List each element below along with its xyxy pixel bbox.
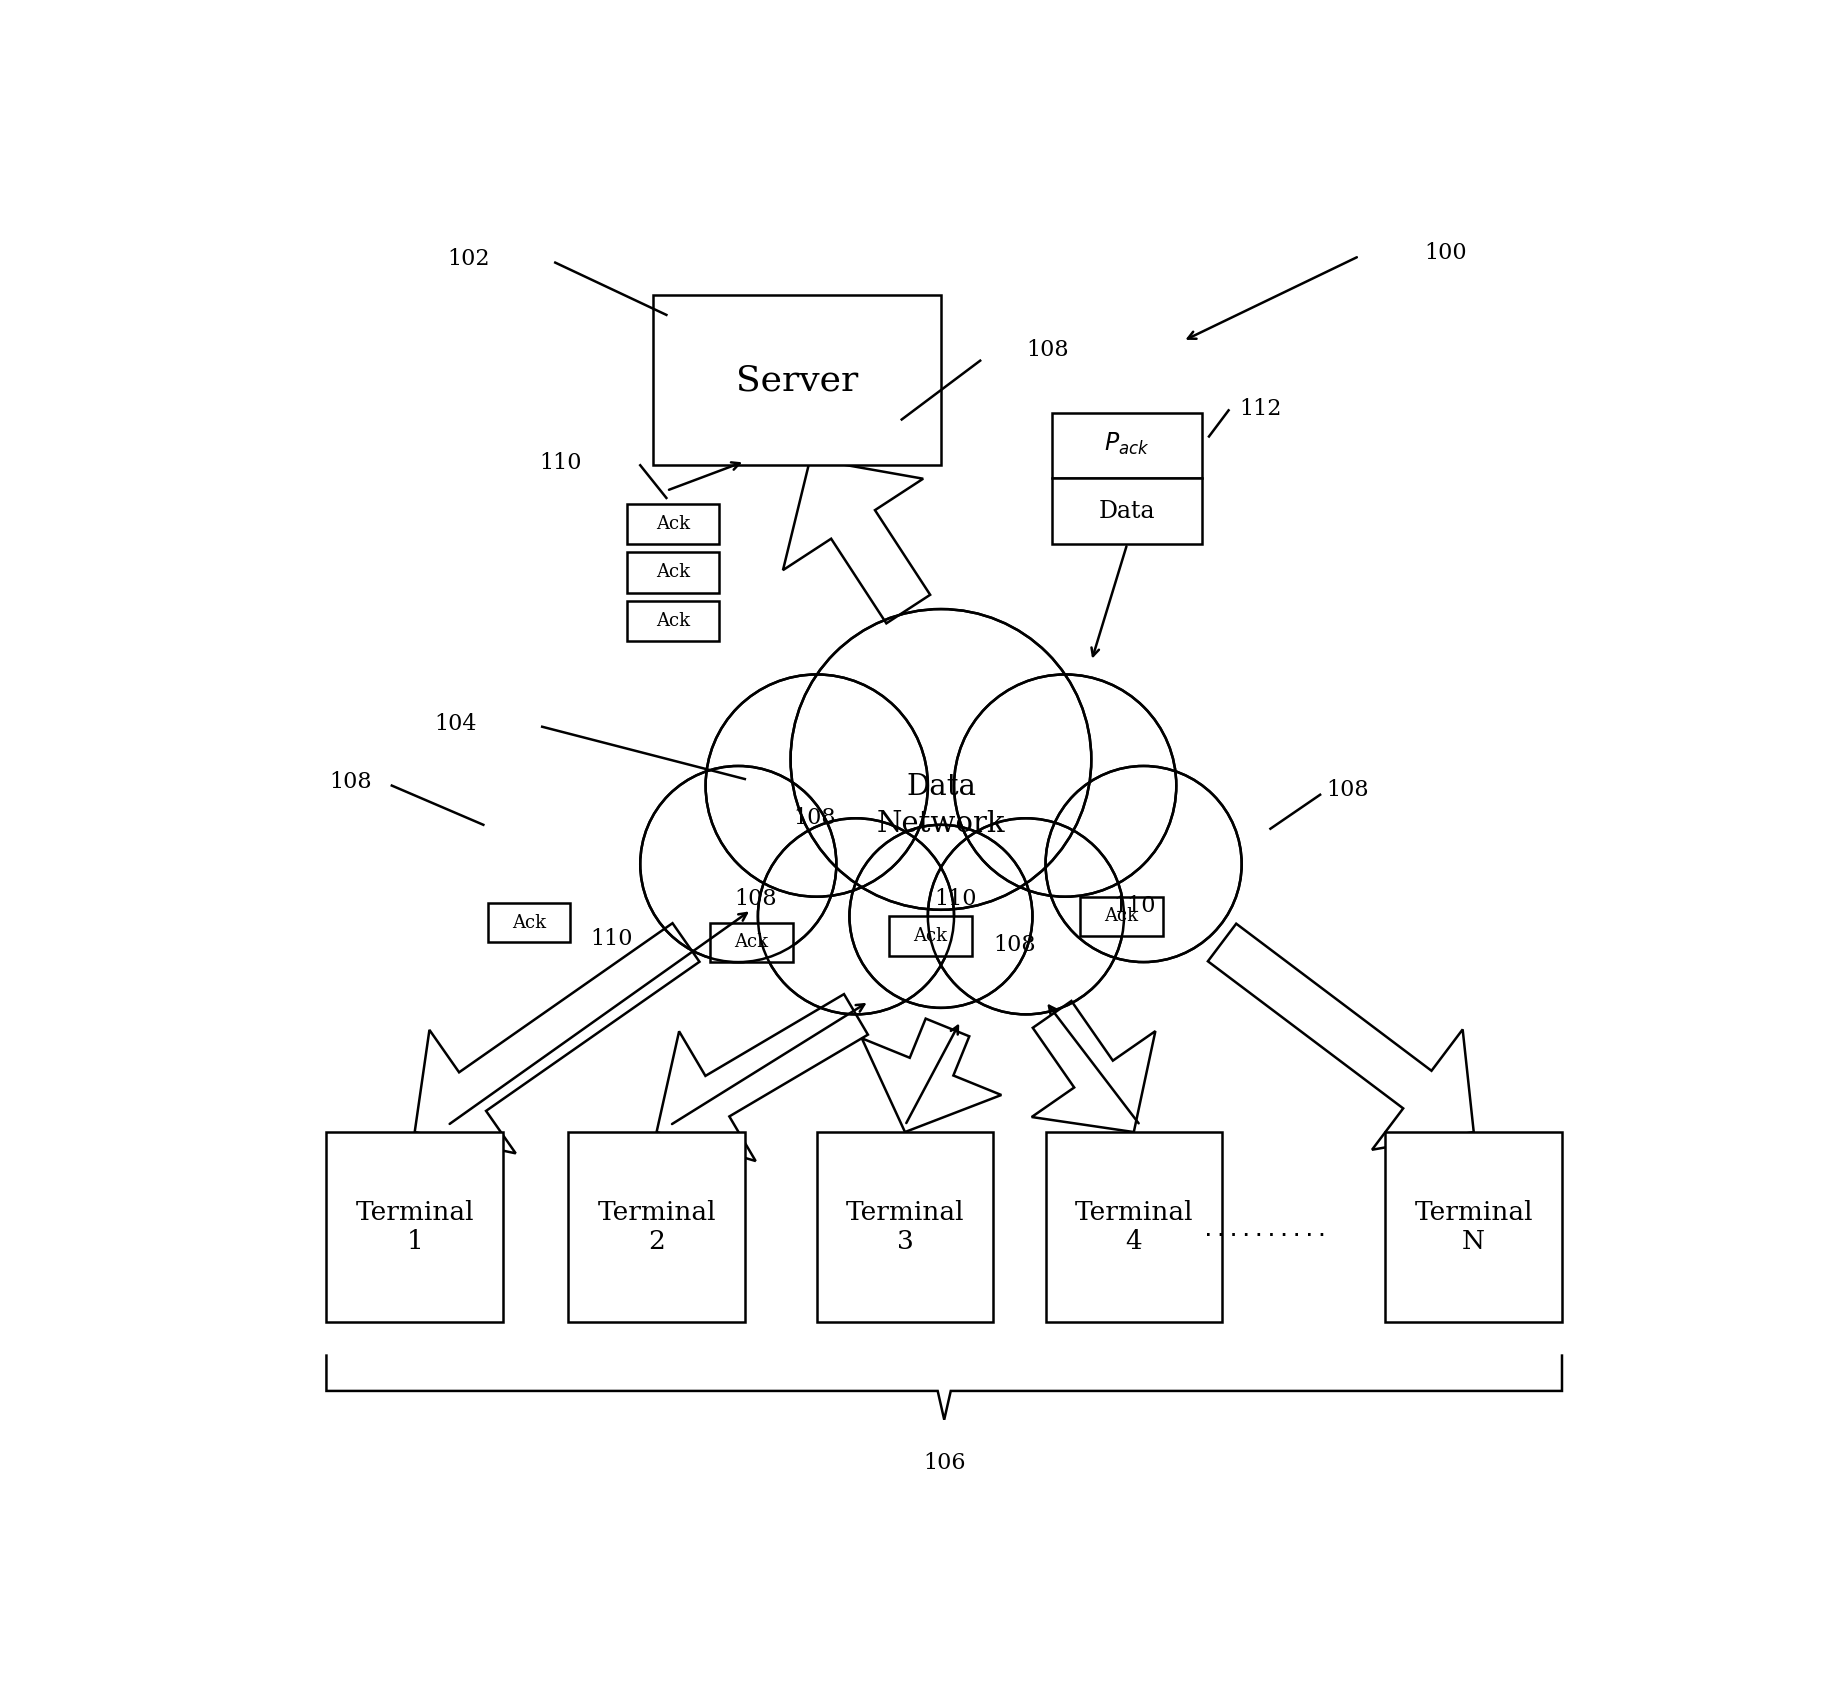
Bar [327, 1133, 503, 1321]
Text: ..........: .......... [1203, 1221, 1327, 1240]
Text: Ack: Ack [914, 927, 947, 946]
Text: Data: Data [1100, 499, 1155, 523]
Text: 104: 104 [435, 713, 477, 735]
Bar [889, 917, 971, 956]
Bar [628, 552, 718, 593]
Bar [711, 924, 793, 963]
Text: Terminal
4: Terminal 4 [1074, 1200, 1193, 1253]
Text: Ack: Ack [734, 934, 769, 951]
Text: 108: 108 [793, 807, 835, 829]
Text: Ack: Ack [655, 564, 690, 581]
Text: $\mathit{P}_{ack}$: $\mathit{P}_{ack}$ [1105, 431, 1149, 457]
Text: 108: 108 [1327, 778, 1370, 800]
Text: 110: 110 [935, 888, 977, 910]
Text: 108: 108 [1026, 340, 1069, 362]
Circle shape [850, 825, 1032, 1009]
Text: 112: 112 [1239, 397, 1282, 419]
Text: Data
Network: Data Network [876, 773, 1006, 837]
Text: Ack: Ack [1103, 907, 1138, 925]
Text: 106: 106 [924, 1452, 966, 1474]
Circle shape [1045, 766, 1241, 963]
Text: Ack: Ack [655, 611, 690, 630]
Text: Server: Server [736, 363, 857, 397]
Polygon shape [1208, 924, 1474, 1150]
Text: Terminal
N: Terminal N [1414, 1200, 1533, 1253]
Polygon shape [657, 993, 868, 1161]
Text: 108: 108 [993, 934, 1036, 956]
Bar [1386, 1133, 1562, 1321]
Circle shape [641, 766, 837, 963]
Text: Ack: Ack [512, 914, 545, 932]
Bar [569, 1133, 745, 1321]
Text: 110: 110 [591, 927, 633, 949]
Bar [628, 504, 718, 545]
Text: Terminal
2: Terminal 2 [597, 1200, 716, 1253]
Text: Terminal
1: Terminal 1 [356, 1200, 474, 1253]
Bar [654, 295, 942, 465]
Text: 110: 110 [1114, 895, 1157, 917]
Polygon shape [641, 610, 1241, 1014]
Bar [817, 1133, 993, 1321]
Bar [628, 601, 718, 642]
Text: Terminal
3: Terminal 3 [846, 1200, 964, 1253]
Bar [1052, 413, 1203, 479]
Circle shape [955, 674, 1177, 897]
Text: 108: 108 [329, 771, 371, 793]
Polygon shape [782, 458, 931, 623]
Text: 102: 102 [448, 248, 490, 270]
Text: 110: 110 [540, 452, 582, 474]
Polygon shape [861, 1019, 1001, 1133]
Circle shape [927, 818, 1124, 1014]
Text: 108: 108 [734, 888, 777, 910]
Bar [1045, 1133, 1223, 1321]
Circle shape [758, 818, 955, 1014]
Text: 100: 100 [1425, 243, 1467, 265]
Circle shape [791, 610, 1091, 910]
Polygon shape [415, 924, 700, 1153]
Bar [1080, 897, 1162, 936]
Polygon shape [1032, 1000, 1155, 1133]
Bar [488, 903, 571, 942]
Circle shape [705, 674, 927, 897]
Text: Ack: Ack [655, 514, 690, 533]
Bar [1052, 479, 1203, 543]
